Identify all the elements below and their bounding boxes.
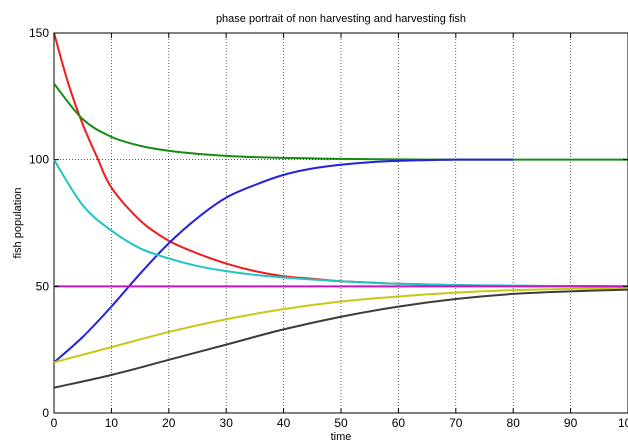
chart-title: phase portrait of non harvesting and har…	[216, 13, 466, 25]
series-line-6	[53, 288, 628, 389]
x-axis-ticks: 0 10 20 30 40 50 60 70 80 90 100	[51, 33, 628, 430]
x-tick-label: 90	[564, 416, 578, 430]
series-line-3	[53, 158, 514, 364]
x-axis-label: time	[331, 431, 352, 442]
x-tick-label: 70	[449, 416, 463, 430]
x-tick-label: 0	[51, 416, 58, 430]
x-tick-label: 100	[618, 416, 628, 430]
y-tick-label: 100	[29, 153, 49, 167]
series-layer	[53, 32, 628, 389]
x-tick-label: 40	[277, 416, 291, 430]
y-axis-ticks: 0 50 100 150	[29, 26, 628, 420]
grid-lines	[54, 33, 628, 413]
series-line-5	[53, 286, 628, 364]
x-tick-label: 80	[507, 416, 521, 430]
x-tick-label: 50	[334, 416, 348, 430]
y-tick-label: 150	[29, 26, 49, 40]
x-tick-label: 30	[220, 416, 234, 430]
x-tick-label: 60	[392, 416, 406, 430]
y-axis-label: fish population	[12, 188, 24, 259]
y-tick-label: 50	[36, 279, 50, 293]
x-tick-label: 10	[105, 416, 119, 430]
y-tick-label: 0	[42, 406, 49, 420]
x-tick-label: 20	[162, 416, 176, 430]
